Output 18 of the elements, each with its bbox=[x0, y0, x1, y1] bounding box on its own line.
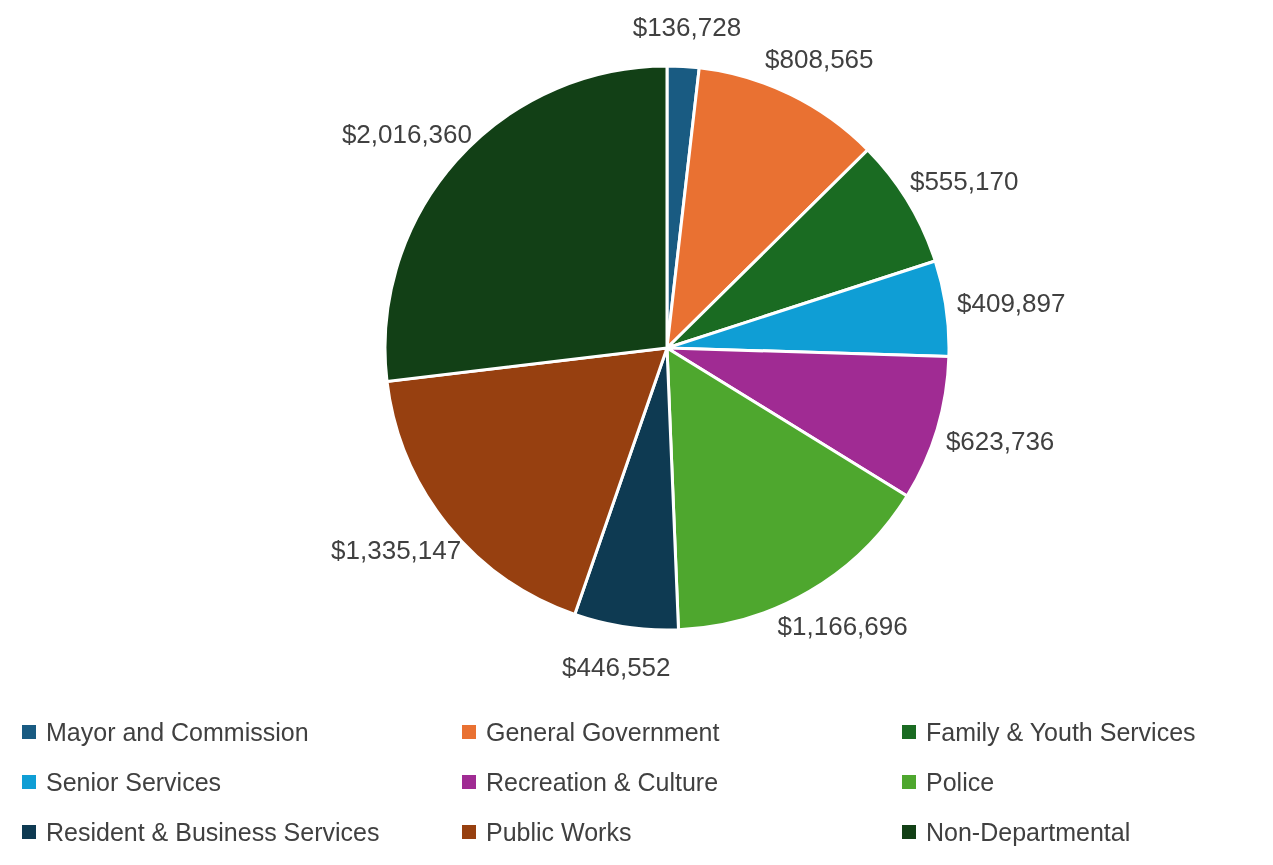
data-label: $808,565 bbox=[765, 43, 874, 74]
data-label: $409,897 bbox=[957, 287, 1066, 318]
data-label: $136,728 bbox=[632, 11, 742, 42]
legend-label: Recreation & Culture bbox=[486, 767, 719, 796]
data-label: $555,170 bbox=[909, 165, 1019, 196]
data-label: $1,166,696 bbox=[777, 611, 908, 641]
legend-label: General Government bbox=[486, 717, 720, 746]
data-label: $2,016,360 bbox=[341, 119, 473, 150]
legend-label: Family & Youth Services bbox=[926, 717, 1196, 746]
legend-label: Police bbox=[926, 767, 995, 796]
legend-label: Mayor and Commission bbox=[46, 717, 309, 746]
data-label: $1,335,147 bbox=[331, 535, 462, 566]
data-label: $623,736 bbox=[945, 425, 1055, 456]
legend-label: Public Works bbox=[486, 817, 632, 846]
data-label: $446,552 bbox=[562, 651, 671, 682]
legend-label: Resident & Business Services bbox=[46, 817, 380, 846]
legend-label: Non-Departmental bbox=[926, 817, 1131, 846]
legend-label: Senior Services bbox=[46, 767, 222, 796]
